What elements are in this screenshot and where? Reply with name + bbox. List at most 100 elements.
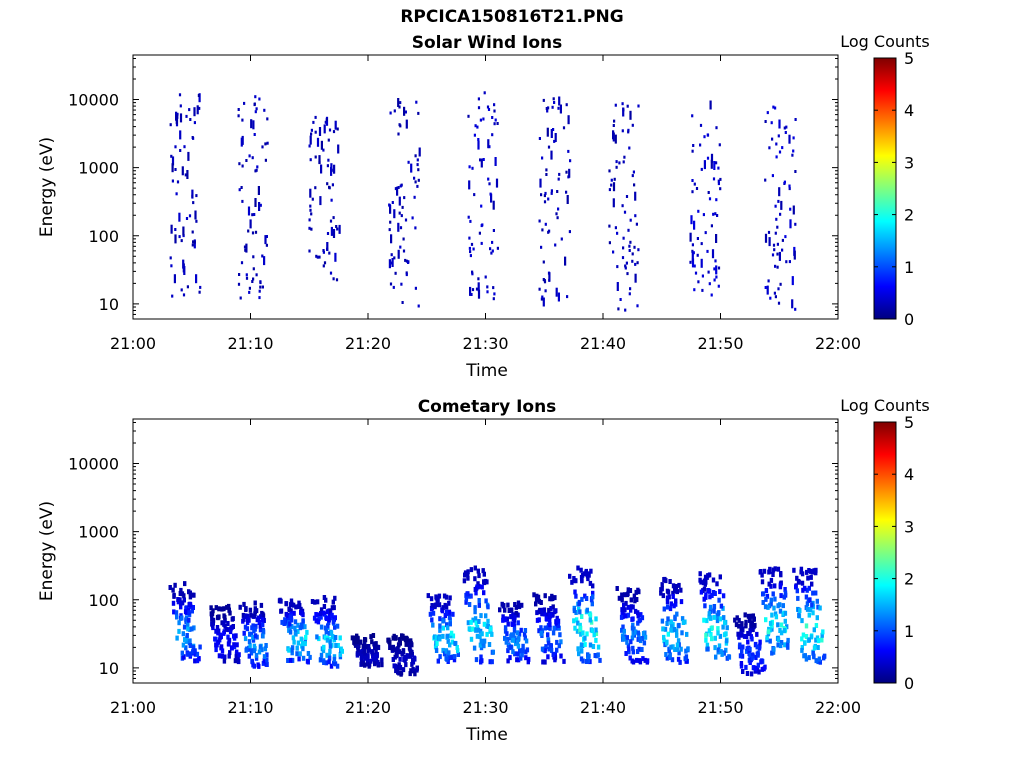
spectrogram-cell [248, 154, 251, 158]
spectrogram-cell [543, 648, 547, 654]
spectrogram-cell [794, 222, 797, 226]
spectrogram-cell [783, 642, 787, 648]
spectrogram-cell [516, 620, 520, 626]
spectrogram-cell [800, 636, 804, 642]
y-axis-label: Energy (eV) [37, 501, 57, 601]
spectrogram-cell [487, 139, 490, 149]
spectrogram-cell [253, 103, 256, 107]
spectrogram-cell [544, 616, 548, 622]
spectrogram-cell [228, 610, 232, 616]
spectrogram-cell [496, 246, 499, 250]
spectrogram-cell [437, 593, 442, 599]
spectrogram-cell [171, 163, 174, 173]
spectrogram-cell [184, 615, 189, 621]
spectrogram-cell [675, 642, 680, 648]
spectrogram-cell [620, 592, 624, 598]
spectrogram-cell [326, 620, 331, 626]
spectrogram-cell [716, 647, 721, 653]
spectrogram-cell [179, 587, 183, 593]
spectrogram-cell [191, 189, 194, 199]
spectrogram-cell [394, 271, 397, 275]
spectrogram-cell [811, 650, 815, 656]
spectrogram-cell [366, 657, 370, 663]
spectrogram-cell [248, 607, 253, 613]
spectrogram-cell [413, 195, 416, 199]
spectrogram-cell [578, 625, 583, 631]
spectrogram-cell [712, 212, 715, 216]
spectrogram-cell [772, 243, 776, 247]
spectrogram-cell [170, 224, 173, 234]
spectrogram-cell [794, 118, 797, 121]
spectrogram-cell [739, 661, 744, 666]
spectrogram-cell [807, 612, 811, 618]
spectrogram-cell [175, 614, 179, 620]
spectrogram-cell [258, 202, 261, 211]
spectrogram-cell [580, 577, 584, 583]
spectrogram-cell [297, 600, 301, 606]
y-tick-label: 100 [88, 591, 119, 610]
spectrogram-cell [505, 631, 509, 637]
spectrogram-cell [430, 603, 434, 608]
spectrogram-cell [496, 122, 499, 125]
spectrogram-cell [748, 652, 752, 658]
spectrogram-cell [396, 186, 399, 196]
spectrogram-cell [565, 170, 568, 174]
spectrogram-cell [569, 159, 572, 163]
spectrogram-cell [247, 206, 251, 216]
spectrogram-cell [188, 594, 193, 600]
spectrogram-cell [553, 101, 556, 104]
spectrogram-cell [511, 637, 515, 643]
spectrogram-cell [264, 158, 267, 162]
spectrogram-cell [749, 671, 754, 677]
spectrogram-cell [218, 635, 222, 640]
spectrogram-cell [805, 601, 810, 607]
spectrogram-cell [438, 623, 442, 629]
spectrogram-cell [679, 646, 683, 652]
spectrogram-cell [325, 637, 330, 643]
spectrogram-cell [475, 624, 479, 630]
spectrogram-cell [766, 604, 770, 610]
spectrogram-cell [705, 618, 709, 624]
spectrogram-cell [520, 647, 524, 653]
spectrogram-cell [568, 168, 571, 178]
spectrogram-cell [557, 106, 560, 110]
spectrogram-cell [704, 575, 708, 581]
spectrogram-cell [251, 634, 255, 640]
spectrogram-cell [803, 640, 807, 646]
spectrogram-cell [718, 633, 723, 639]
spectrogram-cell [803, 653, 807, 659]
spectrogram-cell [417, 304, 420, 308]
spectrogram-cell [579, 567, 583, 573]
spectrogram-cell [492, 229, 495, 232]
spectrogram-cell [782, 628, 787, 633]
spectrogram-cell [186, 607, 191, 613]
spectrogram-cell [468, 246, 471, 250]
spectrogram-cell [697, 280, 700, 284]
spectrogram-cell [579, 642, 584, 648]
spectrogram-cell [576, 620, 580, 626]
spectrogram-cell [252, 255, 255, 259]
spectrogram-cell [188, 643, 192, 648]
spectrogram-cell [169, 256, 172, 260]
spectrogram-cell [576, 565, 580, 571]
spectrogram-cell [674, 628, 679, 634]
spectrogram-cell [409, 638, 413, 644]
spectrogram-cell [255, 168, 258, 172]
spectrogram-cell [448, 595, 452, 601]
spectrogram-cell [579, 631, 583, 637]
colorbar-tick-label: 0 [904, 310, 914, 329]
spectrogram-cell [547, 197, 550, 201]
spectrogram-cell [584, 568, 588, 574]
spectrogram-cell [768, 620, 773, 626]
spectrogram-cell [717, 166, 720, 170]
spectrogram-cell [466, 620, 471, 626]
spectrogram-cell [401, 667, 406, 673]
spectrogram-cell [816, 645, 820, 650]
spectrogram-cell [615, 160, 618, 164]
spectrogram-cell [621, 256, 625, 260]
spectrogram-cell [637, 589, 641, 595]
spectrogram-cell [209, 605, 213, 611]
spectrogram-cell [591, 644, 596, 649]
spectrogram-cell [744, 619, 748, 625]
spectrogram-cell [237, 108, 240, 111]
